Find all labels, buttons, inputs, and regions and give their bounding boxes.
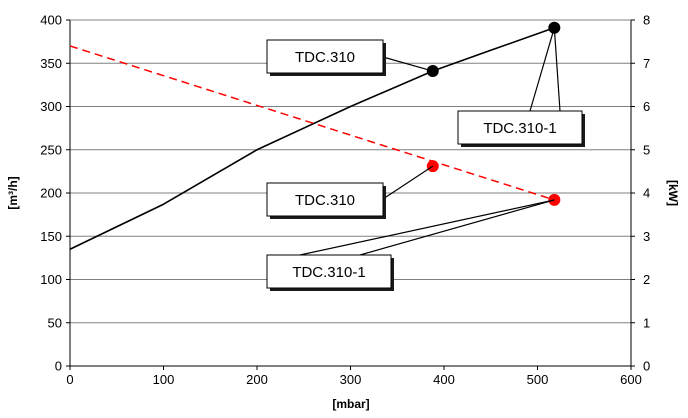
y-right-tick-label: 5	[643, 142, 650, 157]
callout-label: TDC.310-1	[292, 264, 365, 281]
x-tick-label: 600	[620, 372, 642, 387]
series-power-line	[69, 45, 555, 201]
y-right-tick-label: 2	[643, 272, 650, 287]
callout-label: TDC.310	[295, 49, 355, 66]
series-flow-line	[69, 27, 555, 250]
callout-box	[266, 254, 392, 289]
x-tick-label: 200	[246, 372, 268, 387]
callout-box	[266, 39, 384, 74]
x-tick-label: 400	[433, 372, 455, 387]
y-left-tick-label: 300	[40, 99, 62, 114]
callout-box	[266, 182, 384, 217]
y-left-axis-title: [m³/h]	[6, 176, 20, 209]
y-right-tick-label: 4	[643, 186, 650, 201]
callout-label: TDC.310	[295, 192, 355, 209]
y-right-tick-label: 8	[643, 13, 650, 28]
x-tick-label: 0	[66, 372, 73, 387]
y-left-tick-label: 400	[40, 13, 62, 28]
y-right-tick-label: 6	[643, 99, 650, 114]
x-tick-label: 300	[340, 372, 362, 387]
x-axis-title: [mbar]	[332, 397, 369, 411]
callout-leader	[529, 27, 555, 112]
callout-leader	[299, 199, 555, 256]
y-right-tick-label: 7	[643, 56, 650, 71]
y-left-tick-label: 350	[40, 56, 62, 71]
callout-leader	[553, 27, 561, 112]
y-left-tick-label: 150	[40, 229, 62, 244]
y-left-tick-label: 250	[40, 142, 62, 157]
callout-leader	[382, 56, 433, 72]
callout-leader	[359, 199, 555, 256]
callout-leader	[382, 165, 434, 200]
y-right-tick-label: 1	[643, 315, 650, 330]
y-left-tick-label: 200	[40, 186, 62, 201]
y-left-tick-label: 50	[48, 315, 62, 330]
callout-box	[457, 110, 583, 145]
x-tick-label: 500	[527, 372, 549, 387]
y-right-tick-label: 3	[643, 229, 650, 244]
y-right-tick-label: 0	[643, 359, 650, 374]
y-right-axis-title: [kW]	[666, 180, 680, 206]
y-left-tick-label: 0	[55, 359, 62, 374]
callout-label: TDC.310-1	[483, 120, 556, 137]
ticks: 0 50 100 150 200 250 300 350 400 0 1 2 3 4 5 6 7 8 0 100 200…	[40, 13, 650, 388]
callouts: TDC.310 TDC.310-1 TDC.310 TDC.310-1	[266, 27, 585, 291]
y-left-tick-label: 100	[40, 272, 62, 287]
x-tick-label: 100	[153, 372, 175, 387]
